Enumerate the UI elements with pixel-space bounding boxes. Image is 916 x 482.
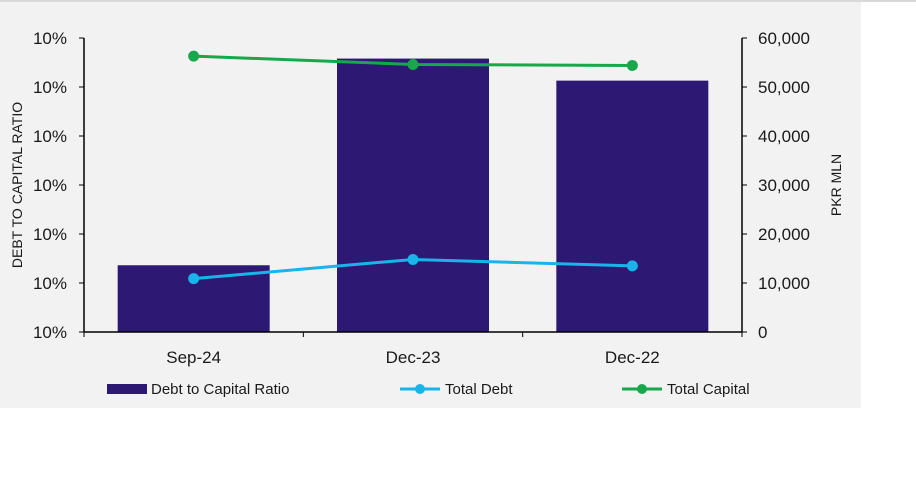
right-tick-label: 0 bbox=[758, 323, 767, 342]
x-tick-label: Dec-22 bbox=[605, 348, 660, 367]
bar-series bbox=[117, 58, 709, 333]
axes: 10% 10% 10% 10% 10% 10% 10% 0 10,000 20,000 30,000… bbox=[9, 29, 844, 367]
right-tick-label: 20,000 bbox=[758, 225, 810, 244]
total-debt-point-dec-22 bbox=[626, 260, 638, 272]
x-tick-label: Dec-23 bbox=[386, 348, 441, 367]
x-tick-label: Sep-24 bbox=[166, 348, 221, 367]
legend-marker-total-debt bbox=[415, 384, 425, 394]
total-debt-point-sep-24 bbox=[188, 273, 200, 285]
total-capital-point-dec-23 bbox=[407, 58, 419, 70]
right-axis-title: PKR MLN bbox=[828, 154, 844, 216]
bar-dec-23 bbox=[337, 58, 489, 333]
legend-swatch-bar bbox=[107, 384, 147, 394]
left-tick-label: 10% bbox=[33, 225, 67, 244]
legend: Debt to Capital Ratio Total Debt Total Cap… bbox=[107, 381, 750, 398]
left-tick-label: 10% bbox=[33, 274, 67, 293]
left-tick-label: 10% bbox=[33, 176, 67, 195]
left-tick-label: 10% bbox=[33, 78, 67, 97]
right-tick-label: 50,000 bbox=[758, 78, 810, 97]
total-capital-point-sep-24 bbox=[188, 50, 200, 62]
legend-label-total-debt: Total Debt bbox=[445, 381, 513, 398]
line-series-group bbox=[188, 50, 638, 285]
right-tick-label: 40,000 bbox=[758, 127, 810, 146]
right-tick-label: 30,000 bbox=[758, 176, 810, 195]
bar-dec-22 bbox=[556, 80, 709, 332]
left-tick-label: 10% bbox=[33, 127, 67, 146]
legend-label-total-capital: Total Capital bbox=[667, 381, 750, 398]
left-axis-title: DEBT TO CAPITAL RATIO bbox=[9, 102, 25, 268]
total-debt-point-dec-23 bbox=[407, 253, 419, 265]
legend-label-debt-to-capital-ratio: Debt to Capital Ratio bbox=[151, 381, 289, 398]
left-tick-label: 10% bbox=[33, 29, 67, 48]
legend-marker-total-capital bbox=[637, 384, 647, 394]
total-capital-point-dec-22 bbox=[626, 59, 638, 71]
right-tick-label: 60,000 bbox=[758, 29, 810, 48]
top-border-strip bbox=[0, 0, 916, 2]
right-tick-label: 10,000 bbox=[758, 274, 810, 293]
left-tick-label: 10% bbox=[33, 323, 67, 342]
